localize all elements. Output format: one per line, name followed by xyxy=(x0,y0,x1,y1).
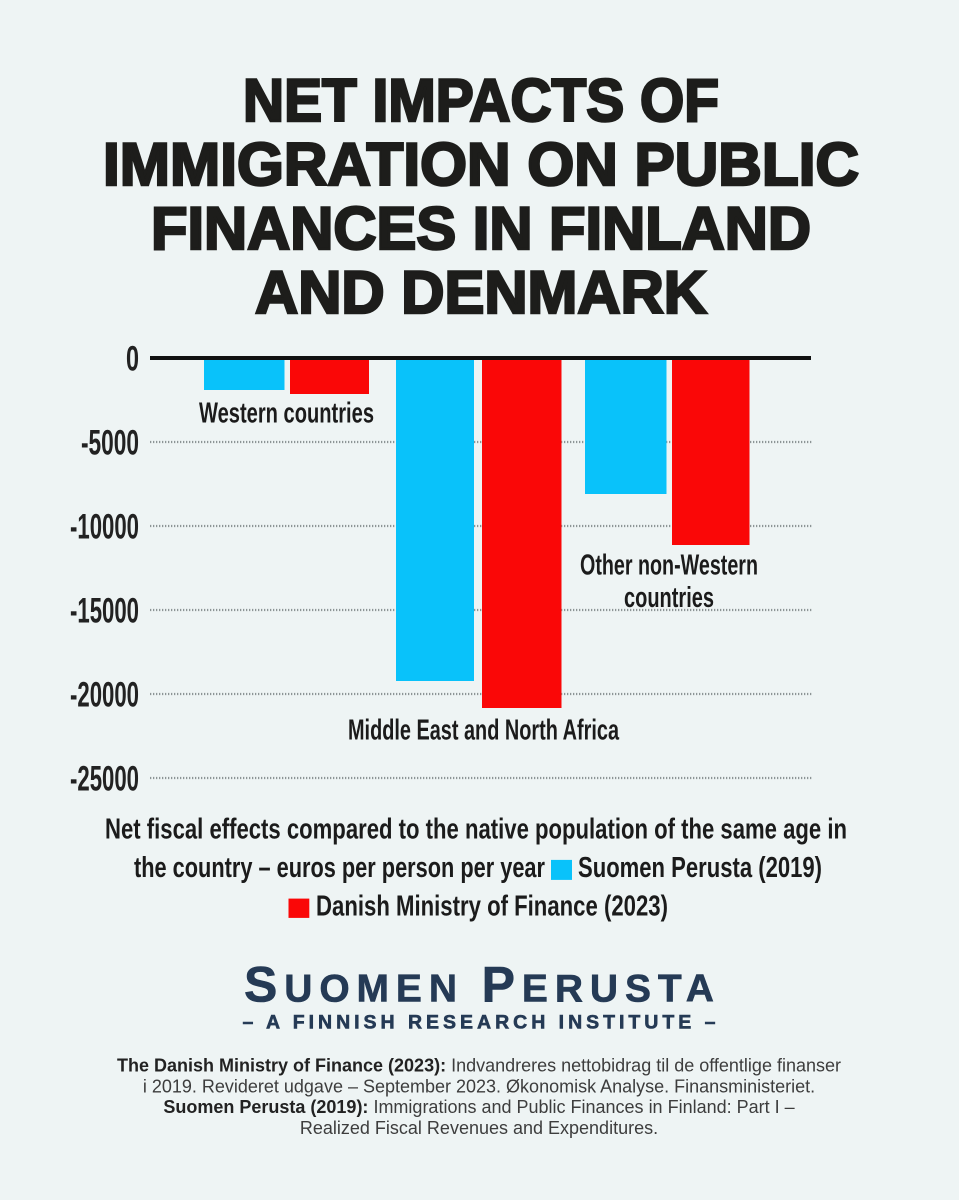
svg-text:The Danish Ministry of Finance: The Danish Ministry of Finance (2023): I… xyxy=(117,1055,841,1075)
svg-text:-10000: -10000 xyxy=(70,507,139,546)
svg-text:Suomen Perusta (2019): Immigra: Suomen Perusta (2019): Immigrations and … xyxy=(163,1097,794,1117)
svg-text:countries: countries xyxy=(624,582,714,614)
svg-text:Suomen Perusta (2019): Suomen Perusta (2019) xyxy=(578,852,822,884)
svg-text:-20000: -20000 xyxy=(70,675,139,714)
svg-text:NET IMPACTS OF: NET IMPACTS OF xyxy=(243,67,719,134)
svg-text:Danish Ministry of Finance (20: Danish Ministry of Finance (2023) xyxy=(316,890,668,922)
svg-text:Western countries: Western countries xyxy=(199,398,374,430)
svg-text:AND DENMARK: AND DENMARK xyxy=(255,259,707,326)
svg-text:SUOMEN PERUSTA: SUOMEN PERUSTA xyxy=(244,957,721,1013)
svg-text:0: 0 xyxy=(126,339,139,378)
svg-text:Other non-Western: Other non-Western xyxy=(580,550,758,582)
svg-text:i 2019. Revideret udgave – Sep: i 2019. Revideret udgave – September 202… xyxy=(143,1076,815,1096)
svg-text:-5000: -5000 xyxy=(81,423,139,462)
svg-text:Realized Fiscal Revenues and E: Realized Fiscal Revenues and Expenditure… xyxy=(300,1118,658,1138)
svg-text:– A FINNISH RESEARCH INSTITUTE: – A FINNISH RESEARCH INSTITUTE – xyxy=(243,1012,716,1034)
svg-text:Net fiscal effects compared to: Net fiscal effects compared to the nativ… xyxy=(105,813,847,845)
svg-text:IMMIGRATION ON PUBLIC: IMMIGRATION ON PUBLIC xyxy=(103,131,859,198)
svg-text:-25000: -25000 xyxy=(70,759,139,798)
svg-text:the country – euros per person: the country – euros per person per year xyxy=(134,852,545,884)
svg-text:Middle East and North Africa: Middle East and North Africa xyxy=(348,715,620,747)
svg-text:FINANCES IN FINLAND: FINANCES IN FINLAND xyxy=(151,195,811,262)
svg-text:-15000: -15000 xyxy=(70,591,139,630)
